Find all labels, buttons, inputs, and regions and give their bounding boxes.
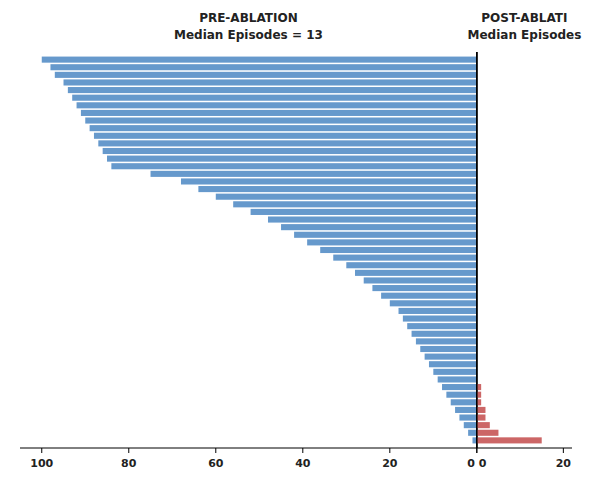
bar (399, 308, 477, 314)
bar (420, 346, 477, 352)
bar (281, 224, 477, 230)
bar (320, 247, 477, 253)
chart: PRE-ABLATION Median Episodes = 13 100 80 60 4… (0, 0, 592, 491)
bar (459, 414, 476, 420)
x-tick-label: 60 (208, 457, 224, 470)
x-tick (128, 448, 129, 453)
bars (42, 57, 477, 444)
x-tick-label: 20 (556, 457, 572, 470)
bar (372, 285, 476, 291)
x-tick-label: 0 (479, 457, 487, 470)
bar (294, 232, 477, 238)
x-tick (41, 448, 42, 453)
bar (64, 79, 477, 85)
bars (477, 384, 542, 443)
x-tick-label: 100 (30, 457, 53, 470)
x-axis-line (477, 448, 572, 449)
bar (216, 194, 477, 200)
bar (416, 338, 477, 344)
bar (390, 300, 477, 306)
bar (72, 95, 477, 101)
bar (181, 178, 477, 184)
bar (268, 216, 477, 222)
bar (85, 117, 477, 123)
bar (198, 186, 476, 192)
bar (251, 209, 477, 215)
bar (468, 430, 477, 436)
x-tick (476, 448, 477, 453)
bar (433, 369, 477, 375)
bar (355, 270, 477, 276)
bar (477, 407, 486, 413)
subtitle: Median Episodes = 13 (174, 28, 323, 42)
bar (425, 354, 477, 360)
bar (412, 331, 477, 337)
x-tick (389, 448, 390, 453)
bar (438, 376, 477, 382)
x-tick (302, 448, 303, 453)
bar (364, 277, 477, 283)
zero-line (476, 52, 478, 448)
subtitle: Median Episodes (468, 28, 582, 42)
x-axis-line (20, 448, 477, 449)
bar (107, 156, 477, 162)
bar (42, 57, 477, 63)
bar (477, 430, 499, 436)
title: PRE-ABLATION (199, 11, 298, 25)
bar (442, 384, 477, 390)
bar (68, 87, 477, 93)
bar (333, 255, 477, 261)
bar (103, 148, 477, 154)
bar (477, 414, 486, 420)
bar (50, 64, 476, 70)
bar (81, 110, 477, 116)
bar (464, 422, 477, 428)
bar (307, 239, 477, 245)
bar (77, 102, 477, 108)
zero-line (476, 52, 478, 448)
x-tick (563, 448, 564, 453)
bar (403, 315, 477, 321)
bar (90, 125, 477, 131)
bar (446, 392, 476, 398)
bar (407, 323, 477, 329)
title: POST-ABLATI (481, 11, 567, 25)
bar (94, 133, 477, 139)
x-tick (476, 448, 477, 453)
bar (429, 361, 477, 367)
bar (233, 201, 477, 207)
bar (455, 407, 477, 413)
bar (98, 140, 477, 146)
bar (451, 399, 477, 405)
x-tick-label: 80 (121, 457, 137, 470)
bar (151, 171, 477, 177)
bar (477, 437, 542, 443)
bar (381, 293, 477, 299)
x-tick (215, 448, 216, 453)
bar (477, 422, 490, 428)
x-tick-label: 40 (295, 457, 311, 470)
bar (111, 163, 476, 169)
x-tick-label: 0 (467, 457, 475, 470)
bar (346, 262, 477, 268)
bar (55, 72, 477, 78)
x-tick-label: 20 (382, 457, 398, 470)
